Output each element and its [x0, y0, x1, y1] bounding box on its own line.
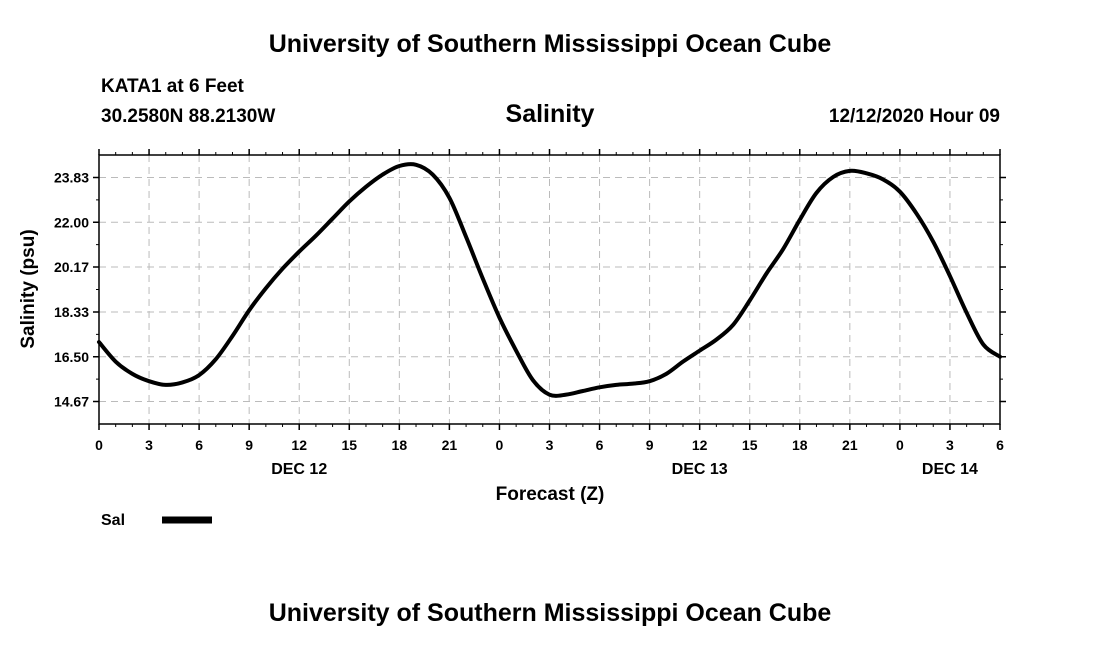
x-tick-label: 18	[792, 437, 808, 453]
x-tick-label: 6	[996, 437, 1004, 453]
y-tick-label: 20.17	[54, 259, 89, 275]
series-line-sal	[97, 162, 1002, 398]
plot-frame	[98, 154, 1001, 425]
x-axis-label: Forecast (Z)	[496, 484, 605, 505]
x-tick-label: 21	[842, 437, 858, 453]
x-tick-label: 9	[245, 437, 253, 453]
y-tick-label: 18.33	[54, 304, 89, 320]
footer-title: University of Southern Mississippi Ocean…	[268, 599, 832, 627]
grid	[99, 155, 1000, 424]
y-tick-label: 22.00	[54, 214, 89, 230]
x-tick-label: 3	[946, 437, 954, 453]
x-tick-label: 3	[546, 437, 554, 453]
date-label: DEC 14	[922, 461, 978, 478]
x-tick-label: 6	[195, 437, 203, 453]
x-tick-label: 21	[442, 437, 458, 453]
x-tick-label: 3	[145, 437, 153, 453]
y-tick-label: 14.67	[54, 394, 89, 410]
date-label: DEC 13	[672, 461, 728, 478]
y-tick-label: 16.50	[54, 349, 89, 365]
x-tick-label: 15	[341, 437, 357, 453]
y-tick-label: 23.83	[54, 169, 89, 185]
station-label: KATA1 at 6 Feet	[101, 76, 244, 97]
ticks	[93, 149, 1006, 430]
y-axis-label: Salinity (psu)	[18, 229, 39, 348]
x-tick-label: 0	[496, 437, 504, 453]
x-tick-label: 12	[291, 437, 307, 453]
x-tick-label: 0	[95, 437, 103, 453]
page-title: University of Southern Mississippi Ocean…	[268, 30, 832, 58]
x-tick-label: 6	[596, 437, 604, 453]
x-tick-label: 18	[392, 437, 408, 453]
chart-title: Salinity	[505, 100, 595, 128]
legend-label-sal: Sal	[101, 512, 125, 529]
axis-labels: 0 3 6 9 12 15 18 21 0 3 6 9 12 15 18 21 0 3 6 14.67 16.50 18.…	[54, 169, 1004, 478]
x-tick-label: 0	[896, 437, 904, 453]
date-label: DEC 12	[271, 461, 327, 478]
forecast-datetime: 12/12/2020 Hour 09	[828, 106, 1000, 127]
coordinates-label: 30.2580N 88.2130W	[101, 106, 276, 127]
x-tick-label: 9	[646, 437, 654, 453]
x-tick-label: 15	[742, 437, 758, 453]
x-tick-label: 12	[692, 437, 708, 453]
